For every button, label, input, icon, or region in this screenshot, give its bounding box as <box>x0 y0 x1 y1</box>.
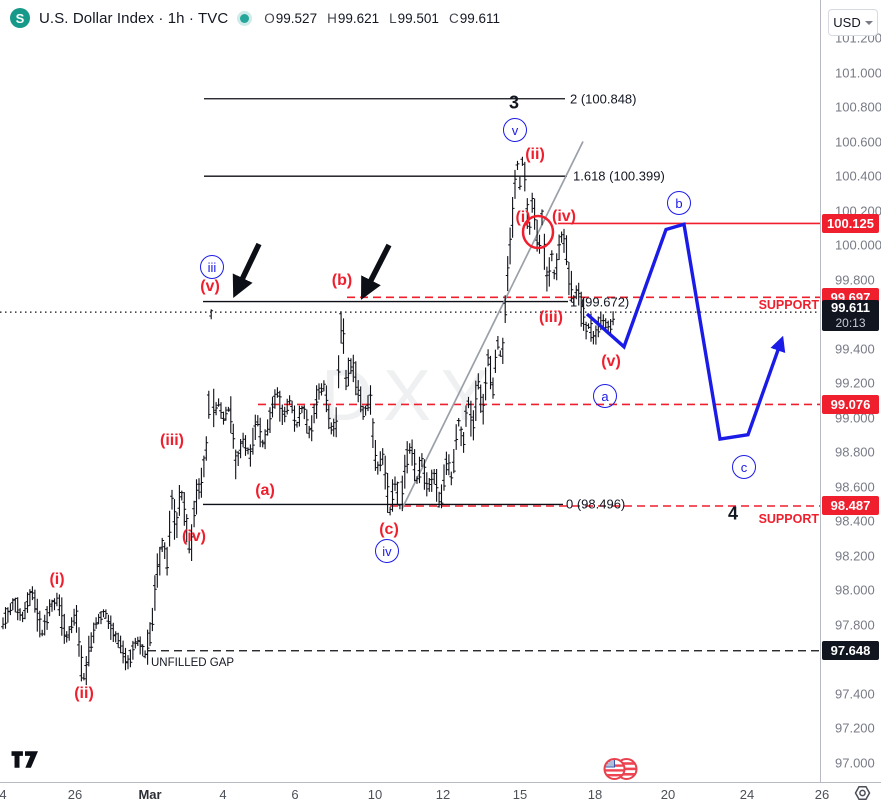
ohlc-value: O99.527 <box>264 10 318 26</box>
time-axis[interactable]: 4 26 Mar 4 6 10 12 15 18 20 24 26 <box>0 782 881 806</box>
black-arrow[interactable] <box>360 243 392 300</box>
price-tick-label: 97.000 <box>835 755 875 770</box>
price-bars-series <box>1 156 615 686</box>
wave-label-blue-circled[interactable]: c <box>732 455 756 479</box>
symbol-flags-icon <box>603 758 638 780</box>
time-tick-label: 18 <box>587 787 603 802</box>
time-tick-label: Mar <box>138 787 162 802</box>
wave-label-red[interactable]: (iii) <box>539 309 563 326</box>
level-label[interactable]: 2 (100.848) <box>570 91 637 107</box>
current-price-tag: 99.611 20:13 <box>822 300 879 332</box>
price-tick-label: 99.800 <box>835 272 875 287</box>
wave-label-red[interactable]: (ii) <box>74 685 94 702</box>
time-tick-label: 26 <box>814 787 830 802</box>
wave-label-blue-circled[interactable]: v <box>503 118 527 142</box>
wave-label-red[interactable]: (v) <box>601 353 621 370</box>
level-label[interactable]: 0 (98.496) <box>566 496 626 512</box>
market-status-dot-icon <box>240 13 250 23</box>
time-tick-label: 24 <box>739 787 755 802</box>
chevron-down-icon <box>864 21 873 25</box>
price-tick-label: 98.000 <box>835 582 875 598</box>
price-tag: 100.125 <box>822 213 879 233</box>
wave-label-red[interactable]: (iv) <box>182 528 206 545</box>
wave-label-blue-circled[interactable]: b <box>667 191 691 215</box>
price-axis-separator <box>820 0 821 782</box>
projected-wave-path[interactable] <box>585 222 786 442</box>
highlight-circle[interactable] <box>521 214 555 250</box>
black-arrow[interactable] <box>232 242 262 298</box>
symbol-legend[interactable]: S U.S. Dollar Index · 1h · TVC O99.527 H9… <box>10 8 500 28</box>
trendline-layer[interactable] <box>401 141 584 510</box>
support-label[interactable]: SUPPORT <box>758 512 819 526</box>
wave-label-red[interactable]: (i) <box>49 571 65 588</box>
ohlc-value: L99.501 <box>389 10 439 26</box>
time-tick-label: 6 <box>291 787 299 802</box>
price-tick-label: 98.200 <box>835 548 875 563</box>
time-tick-label: 26 <box>67 787 83 802</box>
price-tick-label: 101.000 <box>835 65 881 80</box>
time-tick-label: 10 <box>367 787 383 802</box>
wave-label-red[interactable]: (iii) <box>160 432 184 449</box>
wave-label-red[interactable]: (a) <box>255 482 275 499</box>
price-tick-label: 99.400 <box>835 341 875 356</box>
price-tick-label: 98.400 <box>835 513 875 529</box>
wave-label-red[interactable]: (iv) <box>552 208 576 225</box>
price-tick-label: 98.800 <box>835 444 875 460</box>
price-tick-label: 97.800 <box>835 617 875 632</box>
price-tick-label: 100.000 <box>835 237 881 253</box>
price-tick-label: 100.600 <box>835 134 881 149</box>
wave-label-red[interactable]: (c) <box>379 521 399 538</box>
tradingview-logo[interactable] <box>11 750 39 769</box>
level-label[interactable]: 1.618 (100.399) <box>573 168 665 184</box>
axis-settings-icon[interactable] <box>849 783 875 803</box>
wave-label-red[interactable]: (v) <box>200 278 220 295</box>
symbol-title[interactable]: U.S. Dollar Index · 1h · TVC <box>39 9 229 27</box>
time-tick-label: 15 <box>512 787 528 802</box>
time-tick-label: 4 <box>219 787 227 802</box>
wave-label-blue-circled[interactable]: iv <box>375 539 399 563</box>
time-tick-label: 20 <box>660 787 676 802</box>
support-label[interactable]: SUPPORT <box>758 298 819 312</box>
wave-label-black[interactable]: 4 <box>727 503 739 524</box>
ohlc-value: H99.621 <box>327 10 380 26</box>
level-label[interactable]: 1 (99.672) <box>570 294 630 310</box>
price-tick-label: 98.600 <box>835 479 875 494</box>
price-tag: 99.076 <box>822 394 879 414</box>
currency-label: USD <box>833 15 861 30</box>
time-tick-label: 12 <box>435 787 451 802</box>
ohlc-value: C99.611 <box>448 10 500 26</box>
price-tick-label: 97.400 <box>835 686 875 701</box>
wave-label-blue-circled[interactable]: a <box>593 384 617 408</box>
symbol-watermark: DXY <box>320 356 500 436</box>
price-tick-label: 99.200 <box>835 375 875 391</box>
price-tick-label: 100.800 <box>835 99 881 115</box>
price-tag: 98.487 <box>822 496 879 516</box>
currency-select-button[interactable]: USD <box>828 9 878 36</box>
price-tag: 97.648 <box>822 641 879 661</box>
wave-label-red[interactable]: (i) <box>515 209 531 226</box>
price-levels-layer[interactable] <box>0 98 820 652</box>
symbol-badge-icon[interactable]: S <box>10 8 30 28</box>
unfilled-gap-label[interactable]: UNFILLED GAP <box>151 657 235 669</box>
ohlc-values: O99.527 H99.621 L99.501 C99.611 <box>264 11 500 26</box>
wave-label-red[interactable]: (ii) <box>525 146 545 163</box>
wave-label-black[interactable]: 3 <box>508 92 520 113</box>
price-tick-label: 97.200 <box>835 720 875 736</box>
wave-label-blue-circled[interactable]: iii <box>200 255 224 279</box>
price-axis[interactable]: 101.200 101.000 100.800 100.600 100.400 100.2… <box>821 0 881 782</box>
wave-label-red[interactable]: (b) <box>331 272 353 289</box>
drawings-layer[interactable] <box>232 214 786 442</box>
price-tick-label: 100.400 <box>835 168 881 184</box>
time-tick-label: 4 <box>0 787 7 802</box>
